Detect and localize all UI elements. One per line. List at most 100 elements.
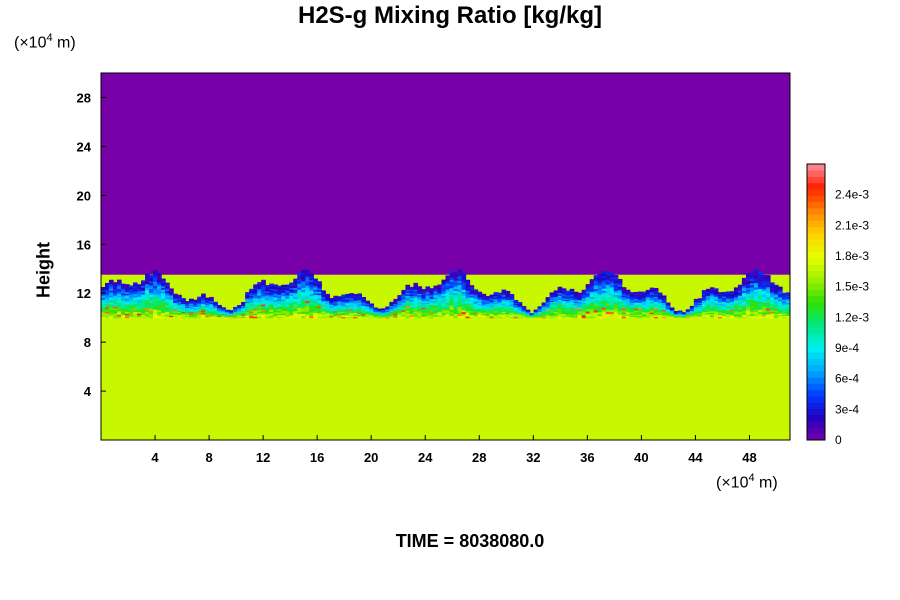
field-cell	[509, 310, 515, 312]
field-cell	[449, 289, 455, 293]
field-cell	[257, 290, 262, 293]
field-cell	[193, 305, 198, 307]
field-cell	[693, 308, 699, 310]
field-cell	[265, 305, 270, 308]
field-cell	[709, 291, 715, 294]
field-cell	[493, 314, 499, 316]
field-cell	[585, 287, 591, 290]
field-cell	[329, 314, 334, 317]
field-cell	[301, 311, 306, 314]
field-cell	[705, 291, 711, 294]
field-cell	[273, 313, 278, 316]
field-cell	[633, 298, 639, 301]
field-cell	[497, 310, 503, 313]
field-cell	[413, 290, 419, 293]
field-cell	[109, 281, 114, 284]
field-cell	[301, 274, 306, 278]
field-cell	[457, 289, 463, 292]
field-cell	[753, 315, 759, 319]
field-cell	[333, 306, 338, 309]
field-cell	[441, 295, 447, 298]
field-cell	[441, 281, 447, 284]
field-cell	[329, 309, 334, 312]
field-cell	[493, 292, 499, 294]
field-cell	[541, 312, 547, 314]
field-cell	[317, 299, 322, 302]
field-cell	[353, 302, 358, 305]
field-cell	[781, 309, 787, 312]
field-cell	[585, 306, 591, 310]
field-cell	[101, 299, 106, 302]
field-cell	[477, 302, 483, 305]
field-cell	[133, 295, 138, 298]
field-cell	[289, 303, 294, 306]
field-cell	[501, 312, 507, 315]
field-cell	[497, 296, 503, 298]
field-cell	[453, 277, 459, 281]
time-label: TIME =	[395, 531, 455, 551]
field-cell	[745, 273, 751, 276]
colorbar-swatch	[807, 283, 825, 290]
field-cell	[653, 310, 659, 313]
field-cell	[569, 298, 575, 300]
field-cell	[481, 302, 487, 305]
field-cell	[105, 295, 110, 298]
field-cell	[133, 290, 138, 293]
field-cell	[501, 297, 507, 300]
field-cell	[485, 315, 491, 318]
field-cell	[209, 297, 214, 300]
field-cell	[557, 306, 563, 309]
field-cell	[649, 302, 655, 305]
field-cell	[349, 296, 354, 299]
field-cell	[509, 295, 515, 297]
field-cell	[157, 275, 162, 278]
field-cell	[613, 298, 619, 301]
field-cell	[653, 288, 659, 290]
field-cell	[561, 313, 567, 316]
field-cell	[185, 304, 190, 306]
field-cell	[549, 308, 555, 311]
field-cell	[749, 282, 755, 286]
field-cell	[349, 304, 354, 307]
field-cell	[193, 312, 198, 315]
field-cell	[621, 305, 627, 308]
field-cell	[753, 297, 759, 301]
field-cell	[189, 316, 194, 319]
field-cell	[485, 311, 491, 314]
field-cell	[757, 298, 763, 302]
field-cell	[413, 305, 419, 308]
y-axis-unit: (×104 m)	[14, 32, 76, 52]
field-cell	[489, 300, 495, 303]
field-cell	[169, 308, 174, 311]
field-cell	[289, 284, 294, 287]
field-cell	[701, 308, 707, 311]
field-cell	[481, 303, 487, 306]
field-cell	[141, 297, 146, 300]
field-cell	[137, 284, 142, 287]
field-cell	[213, 314, 218, 317]
field-cell	[469, 316, 475, 319]
field-cell	[605, 290, 611, 294]
field-cell	[201, 307, 206, 310]
field-cell	[397, 312, 403, 315]
field-cell	[389, 306, 395, 309]
field-cell	[593, 284, 599, 288]
field-cell	[461, 276, 467, 280]
field-cell	[705, 303, 711, 306]
field-cell	[509, 299, 515, 302]
field-cell	[209, 312, 214, 315]
field-cell	[145, 275, 150, 279]
field-cell	[157, 305, 162, 309]
field-cell	[397, 299, 403, 301]
field-cell	[485, 306, 491, 309]
field-cell	[601, 300, 607, 304]
field-cell	[333, 299, 338, 302]
field-cell	[153, 313, 158, 317]
field-cell	[421, 295, 427, 298]
field-cell	[461, 307, 467, 311]
field-cell	[433, 301, 439, 304]
field-cell	[321, 309, 326, 311]
field-cell	[337, 310, 342, 313]
field-cell	[261, 309, 266, 312]
field-cell	[421, 315, 427, 317]
